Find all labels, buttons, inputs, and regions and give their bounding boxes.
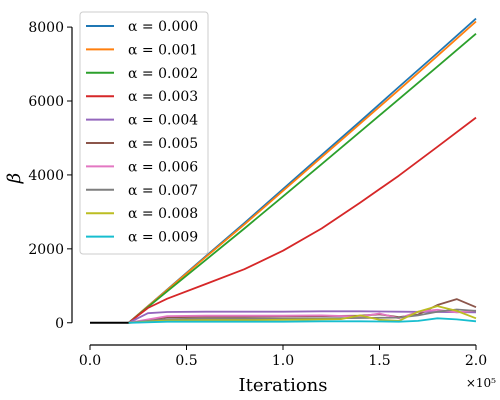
- y-ticks: 0 2000 4000 6000 8000: [28, 20, 72, 332]
- legend-entry-label: α = 0.000: [128, 19, 198, 35]
- series-line: [128, 317, 477, 324]
- legend-entry-label: α = 0.001: [128, 42, 198, 58]
- x-tick-label: 0.0: [79, 353, 101, 369]
- axes: 0.0 0.5 1.0 1.5 2.0 0 2000 4000 6000 8000: [28, 20, 487, 369]
- series-line: [128, 20, 477, 324]
- series-line: [128, 308, 477, 324]
- x-tick-label: 1.5: [368, 353, 390, 369]
- legend: α = 0.000 α = 0.001 α = 0.002 α = 0.003 α = …: [79, 11, 209, 255]
- x-axis-label: Iterations: [239, 375, 328, 396]
- y-tick-label: 4000: [28, 168, 64, 184]
- series-line: [128, 308, 477, 324]
- legend-entry-label: α = 0.007: [128, 183, 198, 199]
- series-line: [128, 305, 477, 324]
- legend-entry-label: α = 0.008: [128, 206, 198, 222]
- x-tick-label: 0.5: [175, 353, 197, 369]
- y-tick-label: 8000: [28, 20, 64, 36]
- legend-entry-label: α = 0.009: [128, 230, 198, 246]
- series-line: [128, 116, 477, 324]
- y-axis-label: β: [4, 173, 25, 184]
- y-tick-label: 2000: [28, 242, 64, 258]
- legend-entry-label: α = 0.003: [128, 89, 198, 105]
- y-tick-label: 0: [55, 316, 64, 332]
- series-line: [128, 310, 477, 324]
- legend-entry-label: α = 0.004: [128, 113, 198, 129]
- x-ticks: 0.0 0.5 1.0 1.5 2.0: [79, 345, 487, 369]
- legend-entry-label: α = 0.005: [128, 136, 198, 152]
- legend-entry-label: α = 0.002: [128, 66, 198, 82]
- legend-entry-label: α = 0.006: [128, 159, 198, 175]
- plot-area: [90, 17, 477, 324]
- x-axis-multiplier-label: ×10⁵: [466, 376, 496, 390]
- x-tick-label: 2.0: [465, 353, 487, 369]
- series-line: [128, 33, 477, 324]
- x-tick-label: 1.0: [272, 353, 294, 369]
- y-tick-label: 6000: [28, 94, 64, 110]
